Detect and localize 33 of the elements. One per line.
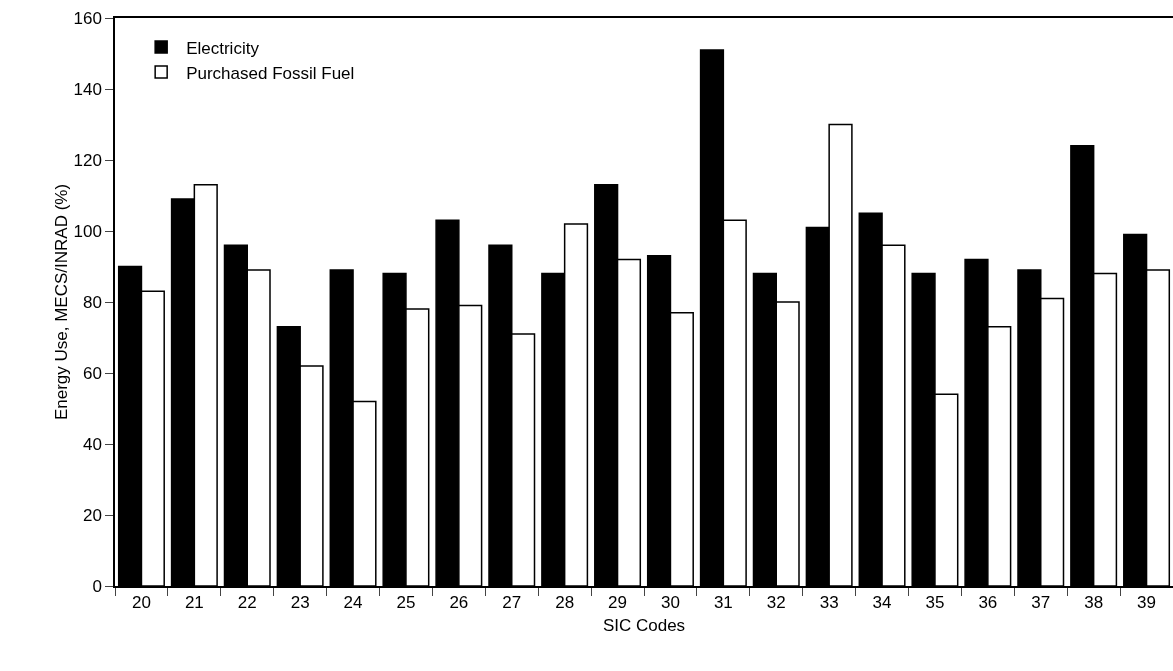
x-tick-label: 22 xyxy=(237,593,257,613)
y-tick-label: 120 xyxy=(73,150,102,170)
y-tick-label: 60 xyxy=(82,363,102,383)
y-tick-label: 40 xyxy=(82,434,102,454)
x-tick-label: 24 xyxy=(343,593,363,613)
legend-label: Electricity xyxy=(186,38,260,58)
x-tick-label: 29 xyxy=(608,593,628,613)
x-tick-label: 35 xyxy=(925,593,945,613)
x-tick-label: 31 xyxy=(713,593,733,613)
x-tick-label: 21 xyxy=(184,593,204,613)
x-tick-label: 34 xyxy=(872,593,892,613)
x-tick-label: 23 xyxy=(290,593,310,613)
y-tick-label: 80 xyxy=(82,292,102,312)
y-axis-title: Energy Use, MECS/INRAD (%) xyxy=(52,183,72,421)
x-tick-label: 32 xyxy=(766,593,786,613)
x-tick-label: 27 xyxy=(502,593,522,613)
x-tick-label: 26 xyxy=(449,593,469,613)
y-tick-label: 20 xyxy=(82,505,102,525)
x-tick-label: 37 xyxy=(1031,593,1051,613)
x-tick-label: 33 xyxy=(819,593,839,613)
x-tick-label: 28 xyxy=(555,593,575,613)
x-tick-label: 30 xyxy=(660,593,680,613)
y-tick-label: 160 xyxy=(73,8,102,28)
x-tick-label: 25 xyxy=(396,593,416,613)
x-axis-title: SIC Codes xyxy=(602,616,686,636)
x-tick-label: 39 xyxy=(1137,593,1157,613)
x-tick-label: 36 xyxy=(978,593,998,613)
x-tick-label: 20 xyxy=(131,593,151,613)
y-tick-label: 140 xyxy=(73,79,102,99)
y-tick-label: 100 xyxy=(73,221,102,241)
legend-label: Purchased Fossil Fuel xyxy=(186,63,355,83)
y-tick-label: 0 xyxy=(92,576,102,596)
x-tick-label: 38 xyxy=(1084,593,1104,613)
